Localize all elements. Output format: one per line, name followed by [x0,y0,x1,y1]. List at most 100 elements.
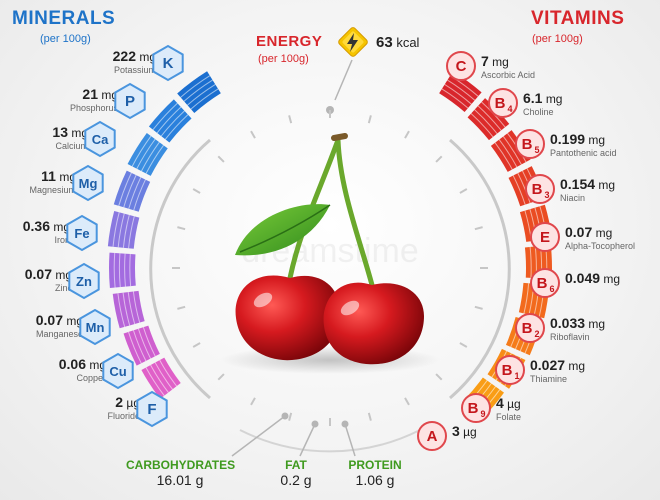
vitamin-unit: mg [545,92,563,106]
vitamin-value: 6.1 mg [523,90,562,106]
mineral-symbol: Zn [76,274,92,289]
mineral-name: Copper [76,373,106,383]
vitamin-symbol: C [456,58,467,75]
vitamin-arc-stripe [441,88,469,109]
vitamin-arc-segment [467,98,510,141]
mineral-amount: 222 [112,48,136,64]
mineral-arc-segment [113,170,151,212]
vitamin-unit: µg [507,397,521,411]
mineral-badge-p: P [114,82,146,120]
mineral-arc-segment [123,325,160,366]
mineral-arc-stripe [128,177,142,209]
mineral-badge-cu: Cu [102,352,134,390]
vitamin-value: 0.199 mg [550,131,605,147]
mineral-value: 21 mg [82,86,118,102]
arc-tick [288,412,293,421]
mineral-arc-stripe [118,172,132,206]
mineral-unit: mg [101,88,118,102]
vitamin-arc-segment [490,130,531,172]
vitamin-value: 0.154 mg [560,176,615,192]
arc-tick [459,342,468,348]
vitamin-circle [530,222,560,252]
vitamin-circle [515,129,545,159]
vitamin-arc-stripe [512,175,526,205]
vitamin-subscript: 1 [514,371,519,381]
mineral-arc-stripe [137,328,152,359]
vitamin-value: 0.027 mg [530,357,585,373]
mineral-name: Calcium [55,141,88,151]
mineral-item-copper: 0.06 mg Copper [0,356,106,386]
vitamin-subscript: 2 [534,329,539,339]
protein-connector-dot [341,420,349,428]
arc-tick [250,130,256,139]
fat-connector [299,423,316,457]
mineral-arc-stripe [127,292,136,325]
arc-tick [192,342,201,348]
mineral-symbol: Ca [92,132,109,147]
mineral-badge-zn: Zn [68,262,100,300]
vitamin-amount: 0.049 [565,270,601,286]
vitamin-symbol: B [537,275,548,292]
vitamin-arc-stripe [494,142,513,170]
mineral-hexagon [136,390,168,428]
mineral-arc-segment [107,210,140,249]
vitamin-symbol: B [522,320,533,337]
vitamin-symbol: B [495,95,506,112]
mineral-arc-stripe [122,292,131,326]
macro-protein-label: PROTEIN [348,458,402,472]
mineral-unit: mg [53,220,70,234]
mineral-arc-stripe [154,362,173,390]
vitamin-unit: mg [603,272,621,286]
vitamin-subscript: 9 [480,409,485,419]
arc-tick [217,373,225,381]
mineral-symbol: Fe [74,226,89,241]
vitamin-circle [530,268,560,298]
macro-fat-value: 0.2 g [280,472,312,488]
energy-unit: kcal [396,35,420,50]
vitamin-amount: 0.154 [560,176,596,192]
mineral-badge-fe: Fe [66,214,98,252]
vitamin-amount: 0.027 [530,357,566,373]
mineral-arc-stripe [128,216,135,249]
mineral-badge-ca: Ca [84,120,116,158]
mineral-arc-stripe [187,84,216,106]
mineral-unit: mg [55,268,72,282]
mineral-arc-stripe [190,88,219,110]
mineral-hexagon [68,262,100,300]
arc-tick [474,226,483,231]
vitamin-circle [446,51,476,81]
minerals-subtitle: (per 100g) [40,33,91,45]
vitamin-name: Riboflavin [550,332,590,342]
arc-tick [404,397,410,406]
macro-protein: PROTEIN 1.06 g [342,458,408,488]
mineral-value: 0.36 mg [23,218,70,234]
vitamin-symbol: E [540,229,550,246]
mineral-arc-stripe [124,253,126,287]
vitamin-name: Niacin [560,193,586,203]
vitamin-arc-stripe [502,136,522,165]
mineral-symbol: Mn [86,320,105,335]
mineral-item-manganese: 0.07 mg Manganese [0,312,83,342]
arc-tick [288,115,293,124]
vitamin-unit: mg [588,133,606,147]
mineral-arc-stripe [129,254,132,287]
macro-carbohydrates-value: 16.01 g [156,472,204,488]
vitamin-arc-stripe [447,79,476,101]
mineral-amount: 2 [115,394,124,410]
vitamin-value: 3 µg [452,423,477,439]
mineral-arc-segment [112,290,145,329]
mineral-badge-mn: Mn [79,308,111,346]
vitamin-badge-e: E [530,222,560,252]
mineral-arc-stripe [123,174,137,208]
vitamins-subtitle: (per 100g) [532,33,583,45]
arc-tick [250,397,256,406]
mineral-arc-stripe [160,110,185,137]
macro-carbohydrates-label: CARBOHYDRATES [126,458,236,472]
macro-carbohydrates: CARBOHYDRATES 16.01 g [126,458,236,488]
arc-tick [367,115,372,124]
mineral-arc-stripe [183,79,213,102]
mineral-name: Manganese [35,329,83,339]
